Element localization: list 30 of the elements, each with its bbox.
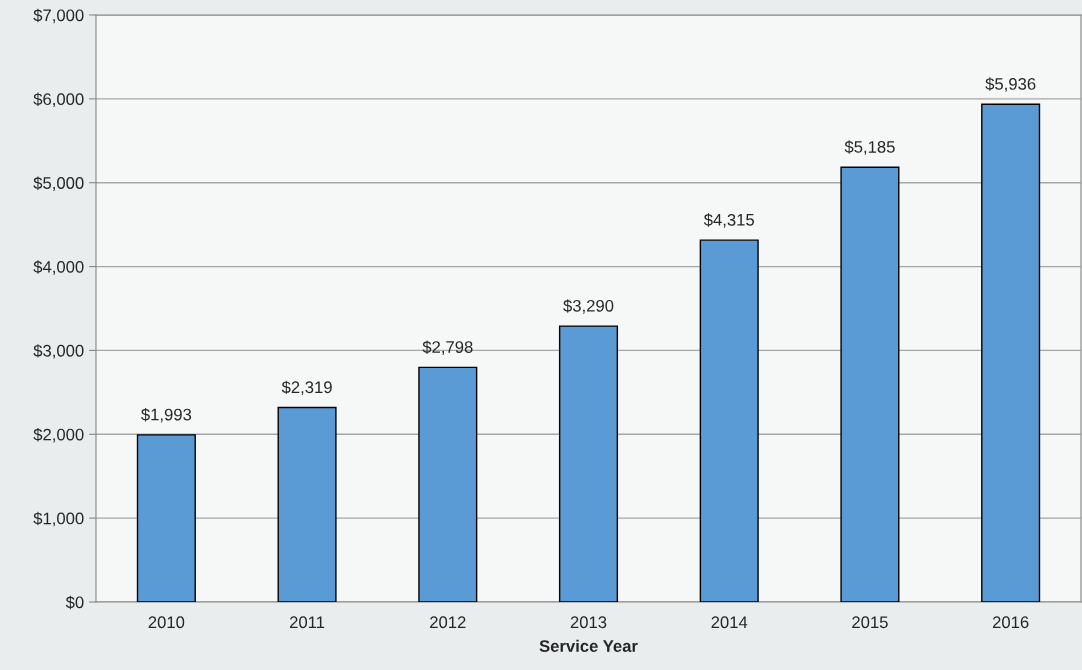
data-label: $5,936 — [985, 77, 1036, 92]
data-label: $1,993 — [141, 407, 192, 423]
x-tick-label: 2013 — [570, 616, 607, 629]
bar — [136, 434, 196, 602]
bar — [277, 406, 337, 602]
y-tick-label: $4,000 — [33, 260, 84, 275]
bar — [558, 325, 619, 602]
bar — [981, 103, 1041, 602]
y-tick-label: $7,000 — [33, 8, 84, 24]
x-tick-label: 2015 — [852, 616, 888, 629]
data-label: $2,798 — [422, 340, 473, 355]
y-tick-label: $1,000 — [33, 511, 84, 527]
y-tick-label: $0 — [65, 595, 84, 610]
y-tick-label: $2,000 — [33, 427, 84, 443]
y-tick-label: $5,000 — [33, 176, 84, 191]
x-tick-label: 2016 — [992, 616, 1029, 629]
data-label: $5,185 — [844, 140, 895, 155]
y-tick-label: $3,000 — [33, 344, 84, 359]
bar — [840, 166, 900, 602]
bar — [418, 366, 478, 602]
data-label: $3,290 — [563, 299, 614, 314]
x-tick-label: 2012 — [430, 616, 466, 629]
data-label: $4,315 — [703, 213, 755, 228]
data-label: $2,319 — [281, 380, 332, 396]
bar — [699, 239, 759, 602]
x-tick-label: 2011 — [289, 616, 325, 629]
x-tick-label: 2014 — [711, 616, 748, 629]
y-tick-label: $6,000 — [33, 92, 84, 108]
x-axis-title: Service Year — [539, 639, 638, 652]
x-tick-label: 2010 — [148, 616, 185, 629]
